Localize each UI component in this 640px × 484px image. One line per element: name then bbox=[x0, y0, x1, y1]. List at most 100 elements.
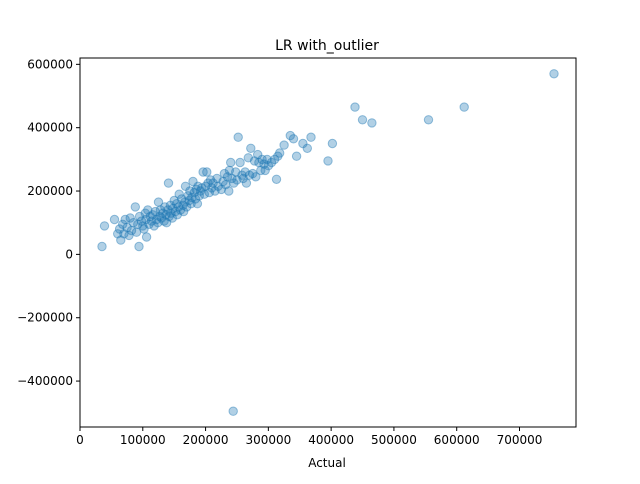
data-point bbox=[197, 183, 207, 193]
data-point bbox=[271, 174, 282, 185]
data-point bbox=[116, 235, 126, 245]
data-point bbox=[113, 229, 123, 239]
data-point bbox=[130, 202, 141, 212]
data-point bbox=[224, 165, 235, 176]
data-point bbox=[124, 230, 134, 241]
data-point bbox=[134, 211, 145, 222]
data-point bbox=[178, 206, 189, 217]
data-point bbox=[188, 176, 198, 187]
data-point bbox=[161, 210, 171, 220]
chart-title: LR with_outlier bbox=[275, 38, 379, 54]
data-point bbox=[256, 165, 266, 176]
data-point bbox=[126, 225, 137, 236]
data-point bbox=[229, 178, 239, 188]
points-layer bbox=[97, 69, 559, 416]
x-tick-label: 700000 bbox=[497, 433, 543, 447]
data-point bbox=[145, 211, 156, 222]
data-point bbox=[216, 184, 227, 195]
data-point bbox=[180, 181, 191, 192]
data-point bbox=[240, 167, 250, 177]
y-tick-label: −400000 bbox=[17, 374, 73, 388]
data-point bbox=[226, 157, 236, 168]
x-axis-label: Actual bbox=[308, 456, 346, 470]
data-point bbox=[174, 189, 184, 199]
data-point bbox=[141, 214, 151, 225]
data-point bbox=[153, 197, 164, 207]
data-point bbox=[237, 170, 247, 180]
data-point bbox=[122, 222, 132, 233]
data-point bbox=[146, 216, 157, 226]
data-point bbox=[233, 132, 243, 142]
data-point bbox=[190, 194, 201, 204]
data-point bbox=[175, 205, 186, 215]
data-point bbox=[153, 218, 163, 228]
data-point bbox=[163, 205, 173, 215]
data-point bbox=[173, 202, 184, 212]
data-point bbox=[218, 176, 228, 187]
x-tick-label: 0 bbox=[76, 433, 84, 447]
y-axis: −400000 −200000 0 200000 400000 600000 bbox=[17, 57, 80, 388]
data-point bbox=[249, 156, 260, 166]
data-point bbox=[257, 154, 267, 165]
data-point bbox=[184, 195, 194, 206]
data-point bbox=[97, 241, 107, 252]
data-point bbox=[260, 165, 270, 176]
data-point bbox=[231, 167, 241, 177]
data-point bbox=[202, 167, 212, 177]
x-tick-label: 400000 bbox=[308, 433, 354, 447]
data-point bbox=[148, 210, 158, 220]
data-point bbox=[254, 157, 264, 168]
data-point bbox=[549, 69, 559, 79]
data-point bbox=[263, 161, 274, 171]
data-point bbox=[306, 132, 316, 142]
data-point bbox=[194, 191, 205, 201]
data-point bbox=[195, 186, 206, 196]
data-point bbox=[191, 184, 201, 195]
data-point bbox=[288, 134, 299, 144]
data-point bbox=[185, 186, 195, 196]
data-point bbox=[222, 172, 233, 182]
data-point bbox=[169, 195, 179, 206]
x-tick-label: 100000 bbox=[120, 433, 166, 447]
data-point bbox=[114, 224, 125, 234]
data-point bbox=[248, 168, 258, 179]
data-point bbox=[189, 187, 200, 198]
data-point bbox=[138, 221, 148, 231]
data-point bbox=[232, 175, 242, 185]
data-point bbox=[149, 221, 159, 231]
data-point bbox=[168, 203, 178, 214]
data-point bbox=[205, 175, 216, 185]
data-point bbox=[182, 202, 192, 212]
data-point bbox=[140, 208, 151, 218]
data-point bbox=[269, 154, 280, 165]
data-point bbox=[172, 210, 183, 220]
y-tick-label: 200000 bbox=[27, 184, 73, 198]
data-point bbox=[207, 183, 217, 193]
data-point bbox=[251, 172, 261, 182]
data-point bbox=[143, 205, 153, 215]
data-point bbox=[275, 148, 285, 158]
data-point bbox=[178, 200, 188, 211]
data-point bbox=[323, 156, 333, 166]
data-point bbox=[183, 191, 193, 201]
data-point bbox=[131, 227, 142, 237]
data-point bbox=[302, 143, 312, 154]
data-point bbox=[155, 211, 165, 222]
data-point bbox=[172, 199, 182, 209]
data-point bbox=[199, 189, 210, 199]
data-point bbox=[210, 186, 220, 196]
data-point bbox=[136, 216, 147, 226]
data-point bbox=[125, 213, 135, 223]
data-point bbox=[350, 102, 360, 112]
data-point bbox=[158, 208, 168, 218]
data-point bbox=[200, 181, 211, 192]
data-point bbox=[150, 206, 161, 217]
y-tick-label: −200000 bbox=[17, 311, 73, 325]
data-point bbox=[99, 221, 110, 231]
data-point bbox=[203, 178, 213, 188]
data-point bbox=[177, 194, 187, 204]
data-point bbox=[235, 157, 245, 168]
y-tick-label: 600000 bbox=[27, 57, 73, 71]
data-point bbox=[139, 224, 149, 234]
